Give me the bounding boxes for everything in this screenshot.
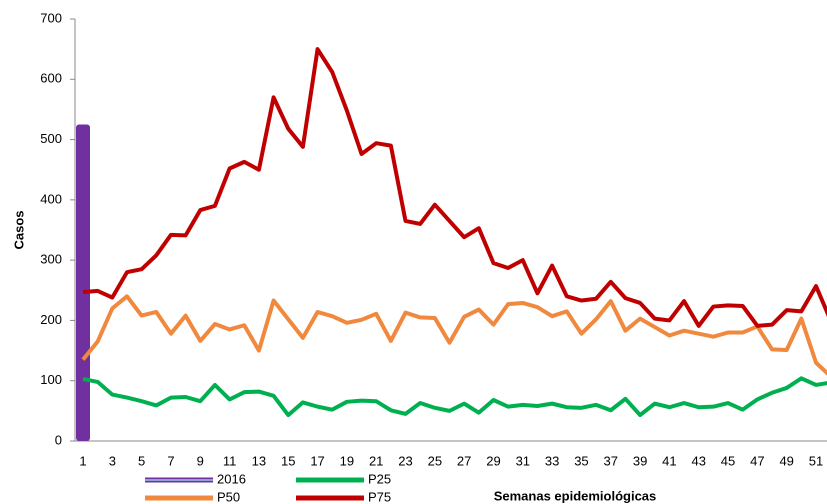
y-tick-label: 100 [40,372,62,387]
y-tick-label: 200 [40,312,62,327]
y-tick-label: 0 [55,432,62,447]
x-tick-label: 5 [138,453,145,468]
x-tick-label: 39 [633,453,647,468]
series-line [81,294,827,376]
x-tick-label: 29 [486,453,500,468]
x-tick-label: 47 [750,453,764,468]
x-tick-label: 35 [574,453,588,468]
x-tick-label: 21 [369,453,383,468]
x-tick-label: 37 [604,453,618,468]
x-tick-label: 13 [252,453,266,468]
x-tick-label: 19 [340,453,354,468]
x-tick-label: 9 [197,453,204,468]
y-tick-label: 400 [40,191,62,206]
x-tick-label: 17 [310,453,324,468]
x-tick-label: 45 [721,453,735,468]
legend-label: P50 [217,489,240,504]
x-tick-label: 27 [457,453,471,468]
bar [76,124,90,441]
x-axis-title: Semanas epidemiológicas [494,488,657,503]
x-tick-label: 31 [516,453,530,468]
x-tick-label: 49 [779,453,793,468]
x-tick-label: 41 [662,453,676,468]
x-tick-label: 43 [691,453,705,468]
y-tick-label: 500 [40,131,62,146]
legend-label: P25 [368,471,391,486]
x-tick-label: 11 [223,453,237,468]
x-tick-label: 1 [79,453,86,468]
x-tick-label: 15 [281,453,295,468]
y-axis-title: Casos [11,210,26,249]
x-tick-label: 23 [398,453,412,468]
y-tick-label: 300 [40,252,62,267]
x-tick-label: 25 [428,453,442,468]
y-tick-label: 700 [40,10,62,25]
series-line [82,376,827,418]
x-tick-label: 7 [167,453,174,468]
y-tick-label: 600 [40,71,62,86]
series-line [82,47,827,328]
x-tick-label: 3 [109,453,116,468]
x-tick-label: 51 [809,453,823,468]
legend-label: P75 [368,489,391,504]
x-tick-label: 33 [545,453,559,468]
legend-label: 2016 [217,471,246,486]
